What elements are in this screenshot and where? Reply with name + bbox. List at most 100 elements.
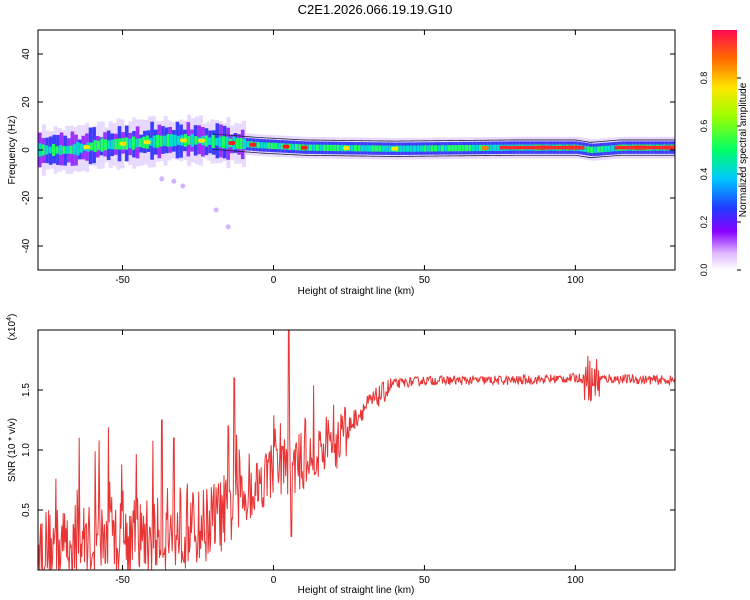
heatmap-core-cell — [607, 145, 611, 152]
heatmap-hotspot — [249, 142, 257, 147]
heatmap-hot-segment — [499, 145, 585, 150]
heatmap-core-cell — [169, 134, 174, 147]
snr-y-ticks: 0.5 1.0 1.5 — [21, 383, 675, 517]
heatmap-core-cell — [353, 145, 358, 152]
heatmap-core-cell — [412, 145, 417, 152]
heatmap-core-cell — [374, 145, 378, 152]
heatmap-core-cell — [333, 144, 337, 152]
heatmap-core-cell — [451, 145, 455, 152]
heatmap-core-cell — [447, 145, 451, 152]
heatmap-hotspot — [119, 141, 127, 146]
heatmap-core-cell — [426, 145, 431, 152]
heatmap-core-cell — [128, 138, 132, 149]
heatmap-core-cell — [97, 140, 101, 151]
heatmap-core-cell — [489, 144, 493, 151]
snr-scale-exponent: 4 — [6, 317, 13, 321]
heatmap-core-cell — [242, 138, 247, 150]
heatmap-core-cell — [51, 143, 56, 157]
heatmap-y-tick-label: -40 — [21, 238, 32, 253]
colorbar-tick-label: 0.2 — [699, 216, 709, 229]
heatmap-core-cell — [291, 143, 295, 151]
colorbar-tick-label: 0.4 — [699, 168, 709, 181]
heatmap-core-cell — [440, 145, 444, 152]
heatmap-core-cell — [166, 134, 170, 147]
heatmap-core-cell — [381, 145, 385, 152]
snr-x-tick-label: 0 — [271, 575, 277, 586]
heatmap-core-cell — [256, 141, 260, 149]
heatmap-band-cell — [494, 141, 499, 155]
heatmap-core-cell — [48, 146, 52, 154]
heatmap-core-cell — [260, 142, 264, 149]
heatmap-core-cell — [100, 138, 104, 152]
heatmap-core-cell — [586, 146, 590, 153]
snr-scale-base: (x10 — [7, 320, 18, 340]
heatmap-y-tick-label: 40 — [21, 48, 32, 60]
heatmap-core-cell — [471, 144, 476, 152]
heatmap-core-cell — [156, 134, 160, 148]
heatmap-core-cell — [76, 142, 80, 156]
heatmap-core-cell — [44, 145, 49, 155]
heatmap-core-cell — [274, 142, 278, 150]
snr-y-tick-label: 1.5 — [21, 383, 32, 397]
snr-x-ticks: -50 0 50 100 — [115, 330, 584, 586]
heatmap-core-cell — [312, 144, 316, 151]
heatmap-core-cell — [110, 139, 115, 150]
heatmap-core-cell — [360, 145, 365, 152]
heatmap-core-cell — [478, 144, 483, 152]
heatmap-hot-segment — [614, 145, 675, 150]
heatmap-hotspot — [481, 145, 489, 150]
heatmap-core-cell — [225, 136, 229, 149]
heatmap-hotspot — [342, 146, 350, 151]
heatmap-core-cell — [187, 136, 191, 145]
heatmap-core-cell — [336, 144, 340, 152]
heatmap-ridge-outline — [213, 133, 675, 143]
heatmap-core-cell — [371, 145, 375, 152]
heatmap-outlier — [213, 207, 219, 213]
heatmap-core-cell — [90, 142, 94, 151]
heatmap-y-ticks: -40 -20 0 20 40 — [21, 48, 675, 253]
heatmap-core-cell — [62, 146, 66, 154]
heatmap-core-cell — [593, 146, 597, 153]
heatmap-core-cell — [444, 145, 448, 152]
heatmap-hotspot — [83, 145, 91, 150]
heatmap-core-cell — [492, 144, 497, 151]
heatmap-core-cell — [458, 145, 462, 152]
snr-x-tick-label: -50 — [115, 575, 130, 586]
heatmap-core-cell — [419, 145, 424, 152]
heatmap-core-cell — [385, 145, 389, 152]
heatmap-core-cell — [600, 146, 604, 153]
heatmap-core-cell — [267, 142, 271, 149]
heatmap-x-tick-label: 100 — [567, 275, 584, 286]
heatmap-layer — [38, 114, 675, 230]
heatmap-panel: -50 0 50 100 -40 -20 0 20 40 Height of straight… — [7, 29, 676, 297]
heatmap-core-cell — [239, 138, 243, 150]
heatmap-core-cell — [117, 138, 122, 150]
heatmap-hotspot — [179, 138, 187, 143]
heatmap-core-cell — [93, 140, 97, 152]
heatmap-band-cell — [407, 142, 412, 155]
heatmap-core-cell — [149, 138, 153, 146]
heatmap-outlier — [159, 176, 165, 182]
heatmap-core-cell — [107, 140, 111, 150]
heatmap-core-cell — [270, 142, 274, 149]
heatmap-band-cell — [490, 141, 495, 155]
heatmap-core-cell — [319, 144, 323, 151]
snr-frame — [37, 329, 676, 571]
snr-y-tick-label: 1.0 — [21, 443, 32, 457]
heatmap-core-cell — [162, 135, 167, 146]
heatmap-core-cell — [315, 144, 319, 151]
heatmap-core-cell — [430, 145, 434, 152]
heatmap-core-cell — [41, 144, 45, 156]
heatmap-core-cell — [211, 134, 215, 149]
heatmap-hotspot — [282, 144, 290, 149]
snr-panel: -50 0 50 100 0.5 1.0 1.5 (x104) Height of str… — [6, 314, 676, 596]
heatmap-y-tick-label: 20 — [21, 96, 32, 108]
heatmap-core-cell — [610, 145, 615, 152]
heatmap-core-cell — [596, 146, 601, 153]
heatmap-band-cell — [77, 139, 82, 160]
heatmap-core-cell — [235, 138, 240, 149]
heatmap-core-cell — [58, 145, 63, 155]
heatmap-core-cell — [402, 145, 406, 152]
heatmap-y-label: Frequency (Hz) — [7, 116, 18, 185]
heatmap-core-cell — [131, 136, 135, 150]
